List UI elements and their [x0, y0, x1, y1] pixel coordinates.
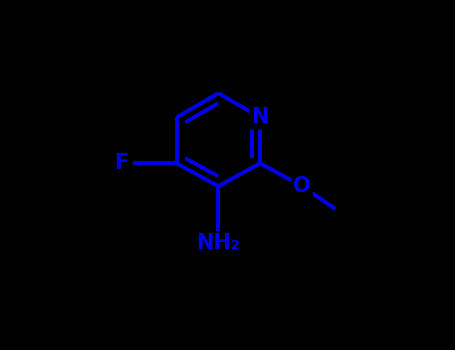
Text: F: F [114, 153, 128, 173]
Text: NH₂: NH₂ [197, 233, 240, 253]
Text: O: O [293, 176, 311, 196]
Text: N: N [252, 107, 269, 127]
